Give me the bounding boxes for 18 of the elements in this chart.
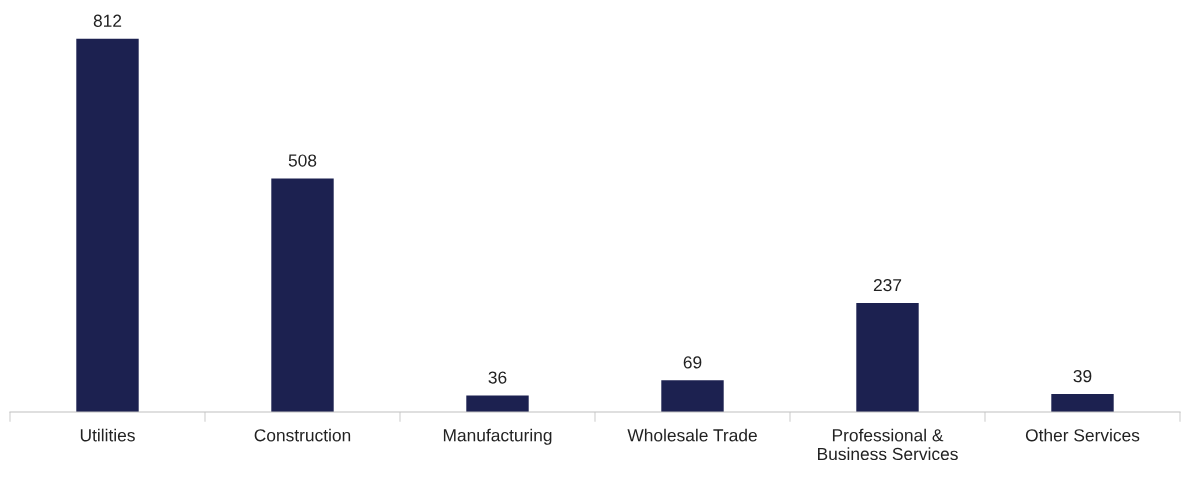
bar (466, 395, 529, 412)
x-tick-label: Construction (254, 428, 351, 442)
data-label: 508 (288, 154, 317, 167)
data-label: 812 (93, 14, 122, 27)
x-tick-label: Wholesale Trade (627, 428, 757, 442)
x-tick-label: Utilities (80, 428, 135, 442)
bar (661, 380, 724, 412)
x-tick-label: Other Services (1025, 428, 1140, 442)
data-label: 39 (1073, 370, 1092, 383)
bar (1051, 394, 1114, 412)
data-label: 237 (873, 278, 902, 292)
x-tick-label: Professional & Business Services (818, 428, 958, 461)
bar (271, 178, 334, 412)
data-label: 36 (488, 371, 507, 384)
data-label: 69 (683, 356, 702, 369)
bar (856, 303, 919, 412)
x-tick-label: Manufacturing (443, 428, 552, 445)
bar (76, 38, 139, 412)
